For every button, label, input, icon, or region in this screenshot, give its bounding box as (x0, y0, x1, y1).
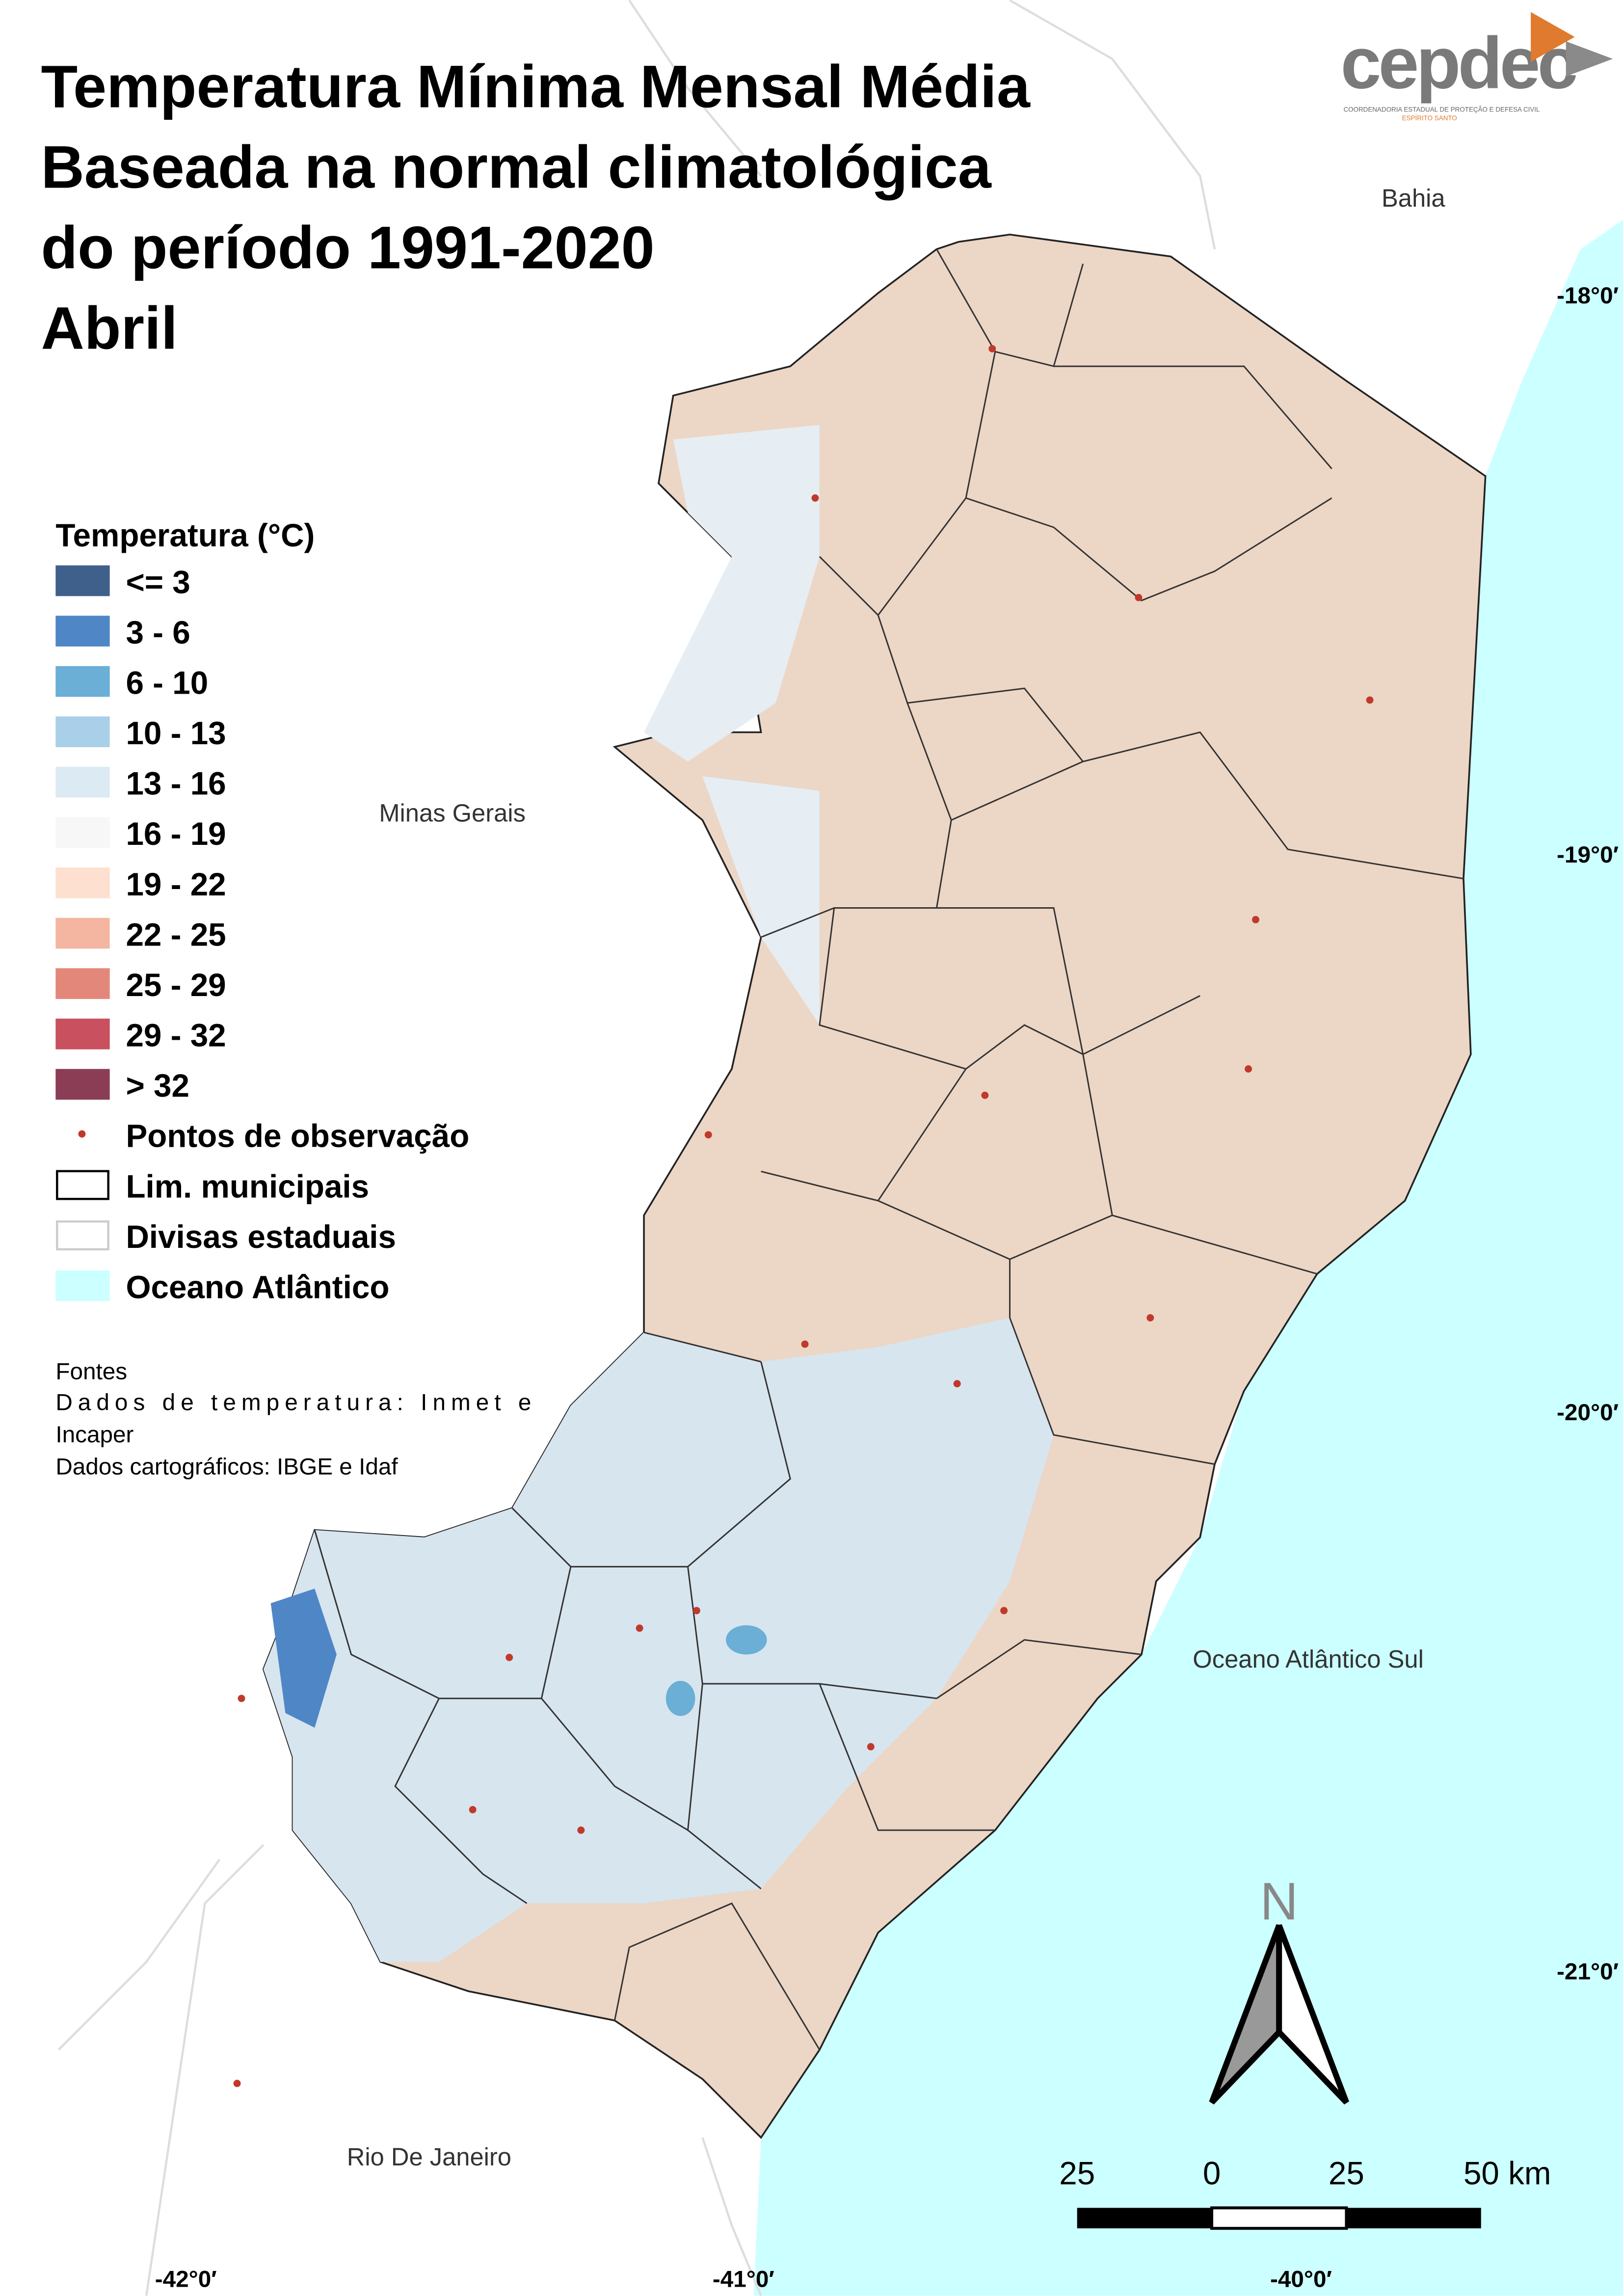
observation-point (636, 1624, 643, 1632)
legend-label: 22 - 25 (126, 917, 226, 952)
observation-point (1000, 1607, 1008, 1615)
longitude-label: -42°0′ (155, 2266, 217, 2292)
legend-label: 29 - 32 (126, 1018, 226, 1053)
observation-point (692, 1607, 700, 1615)
observation-point (506, 1653, 513, 1661)
observation-point (1146, 1314, 1154, 1322)
legend-swatch (55, 867, 110, 898)
title-line: do período 1991-2020 (41, 214, 654, 281)
observation-point (1135, 594, 1143, 601)
cool-zone (644, 425, 820, 762)
latitude-label: -18°0′ (1557, 283, 1619, 309)
scale-label: 50 km (1463, 2156, 1551, 2191)
legend-swatch (55, 666, 110, 697)
legend-label: 25 - 29 (126, 967, 226, 1003)
logo-mark (1531, 12, 1575, 62)
legend: Temperatura (°C) <= 3 3 - 6 6 - 10 10 - 13 1… (55, 517, 469, 1305)
legend-swatch (55, 1069, 110, 1100)
municipal-limit (314, 248, 1464, 2051)
legend-label: Divisas estaduais (126, 1219, 396, 1255)
legend-label: Oceano Atlântico (126, 1269, 389, 1305)
observation-point (704, 1131, 712, 1139)
observation-point (577, 1826, 585, 1834)
observation-point (238, 1695, 245, 1702)
legend-swatch (55, 817, 110, 848)
scale-bar: 25 0 25 50 km (1059, 2156, 1551, 2230)
longitude-label: -41°0′ (713, 2266, 774, 2292)
cold-zone (726, 1625, 767, 1655)
legend-label: > 32 (126, 1068, 189, 1104)
observation-points (233, 345, 1374, 2087)
sources-line: Incaper (55, 1422, 133, 1448)
legend-swatch (55, 968, 110, 999)
observation-point (988, 345, 996, 352)
observation-point (811, 494, 819, 502)
logo-subtitle: COORDENADORIA ESTADUAL DE PROTEÇÃO E DEF… (1343, 106, 1540, 113)
observation-point (867, 1743, 875, 1751)
legend-label: 19 - 22 (126, 866, 226, 902)
legend-swatch (55, 616, 110, 647)
legend-label: <= 3 (126, 564, 190, 600)
legend-label: 6 - 10 (126, 665, 208, 701)
legend-title: Temperatura (°C) (55, 517, 315, 553)
observation-point (953, 1380, 961, 1388)
legend-swatch (55, 766, 110, 798)
legend-symbol (78, 1130, 86, 1138)
sources-line: Dados de temperatura: Inmet e (55, 1389, 531, 1415)
scale-segment (1210, 2206, 1348, 2230)
sources-heading: Fontes (55, 1359, 127, 1385)
scale-segment (1077, 2208, 1212, 2229)
place-label: Minas Gerais (379, 799, 526, 827)
legend-label: 3 - 6 (126, 615, 190, 650)
cool-zone (263, 1318, 1054, 1962)
longitude-label: -40°0′ (1270, 2266, 1332, 2292)
ocean (753, 219, 1623, 2296)
north-arrow-right (1276, 1924, 1349, 2105)
legend-label: Pontos de observação (126, 1118, 469, 1154)
place-label: Bahia (1382, 184, 1445, 212)
observation-point (1366, 696, 1374, 704)
title-line: Abril (41, 294, 177, 361)
latitude-label: -20°0′ (1557, 1400, 1619, 1426)
scale-label: 25 (1059, 2156, 1095, 2191)
legend-symbol (55, 1270, 110, 1301)
observation-point (233, 2080, 241, 2087)
legend-label: 10 - 13 (126, 715, 226, 751)
cold-zone (665, 1680, 695, 1716)
legend-swatch (55, 565, 110, 596)
sources-line: Dados cartográficos: IBGE e Idaf (55, 1454, 398, 1480)
state-border (57, 0, 1216, 2296)
place-label: Rio De Janeiro (347, 2143, 511, 2171)
logo-mark (1566, 41, 1613, 77)
legend-symbol (56, 1220, 109, 1251)
legend-label: Lim. municipais (126, 1168, 369, 1204)
observation-point (1245, 1065, 1252, 1073)
place-label: Oceano Atlântico Sul (1193, 1645, 1424, 1673)
title-line: Baseada na normal climatológica (41, 133, 991, 200)
legend-swatch (55, 918, 110, 949)
legend-label: 16 - 19 (126, 816, 226, 852)
scale-label: 25 (1329, 2156, 1364, 2191)
cool-zone (702, 776, 820, 1026)
scale-label: 0 (1203, 2156, 1221, 2191)
observation-point (469, 1806, 477, 1813)
legend-symbol (56, 1170, 109, 1200)
logo-state: ESPÍRITO SANTO (1402, 114, 1457, 122)
cold-zone (270, 1589, 337, 1728)
scale-segment (1346, 2208, 1481, 2229)
logo: cepdec COORDENADORIA ESTADUAL DE PROTEÇÃ… (1340, 12, 1613, 122)
observation-point (801, 1340, 809, 1348)
north-label: N (1260, 1872, 1298, 1931)
latitude-label: -19°0′ (1557, 842, 1619, 868)
legend-label: 13 - 16 (126, 766, 226, 802)
legend-swatch (55, 1018, 110, 1050)
north-arrow: N (1209, 1872, 1349, 2105)
observation-point (1252, 916, 1259, 923)
title-line: Temperatura Mínima Mensal Média (41, 53, 1030, 120)
legend-swatch (55, 716, 110, 748)
observation-point (981, 1091, 989, 1099)
latitude-label: -21°0′ (1557, 1959, 1619, 1985)
